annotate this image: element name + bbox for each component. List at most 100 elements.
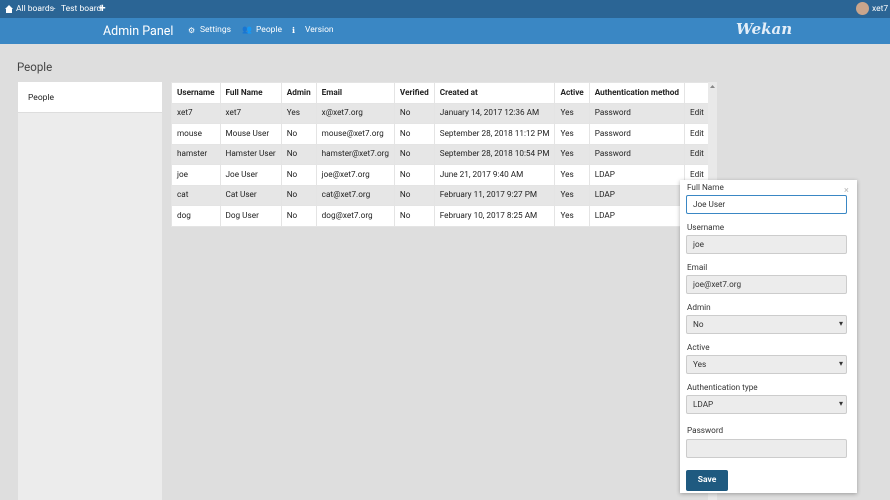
table-row: joe Joe User No joe@xet7.org No June 21, 2017…	[171, 164, 710, 186]
cell: joe	[171, 164, 221, 186]
cell: Yes	[554, 123, 590, 145]
cell: LDAP	[588, 164, 686, 186]
column-header: Verified	[393, 82, 435, 104]
edit-link[interactable]: Edit	[684, 123, 710, 145]
select[interactable]: No ▾	[686, 315, 847, 334]
save-button[interactable]: Save	[686, 470, 728, 491]
logo: Wekan	[736, 20, 793, 38]
nav-link[interactable]: Version	[305, 25, 334, 35]
field-label: Email	[687, 263, 708, 273]
cell: Password	[588, 123, 686, 145]
dropdown-arrow: ▾	[838, 359, 843, 368]
cell: No	[393, 205, 435, 227]
column-header: Username	[171, 82, 221, 104]
nav-icon: 👥	[242, 25, 252, 34]
table-row: xet7 xet7 Yes x@xet7.org No January 14, 2017 …	[171, 102, 710, 124]
table-row: hamster Hamster User No hamster@xet7.org No S…	[171, 143, 710, 165]
cell: Dog User	[219, 205, 282, 227]
cell: Yes	[554, 205, 590, 227]
cell: February 11, 2017 9:27 PM	[433, 184, 556, 206]
cell: No	[280, 205, 317, 227]
cell: No	[280, 164, 317, 186]
cell: Mouse User	[219, 123, 282, 145]
add-board[interactable]: +	[99, 1, 106, 15]
nav-link[interactable]: Settings	[200, 25, 232, 35]
text-input[interactable]	[686, 439, 847, 458]
cell: Yes	[554, 184, 590, 206]
field-label: Full Name	[687, 183, 724, 193]
cell: No	[393, 143, 435, 165]
table-row: cat Cat User No cat@xet7.org No February 11, …	[171, 184, 710, 206]
cell: joe@xet7.org	[315, 164, 395, 186]
field-label: Authentication type	[687, 383, 758, 393]
breadcrumb[interactable]: Test board	[61, 4, 102, 14]
cell: hamster	[171, 143, 221, 165]
cell: cat@xet7.org	[315, 184, 395, 206]
field-label: Username	[687, 223, 725, 233]
people-table: Username Full Name Admin Email Verified Creat…	[171, 82, 710, 227]
column-header: Email	[315, 82, 395, 104]
cell: No	[280, 143, 317, 165]
column-header: Authentication method	[588, 82, 686, 104]
nav-icon: ⚙	[188, 26, 196, 35]
edit-link[interactable]: Edit	[684, 143, 710, 165]
cell: Yes	[554, 164, 590, 186]
cell: No	[393, 184, 435, 206]
cell: xet7	[171, 102, 221, 124]
select[interactable]: LDAP ▾	[686, 395, 847, 414]
user-name[interactable]: xet7	[872, 4, 889, 14]
cell: Hamster User	[219, 143, 282, 165]
select[interactable]: Yes ▾	[686, 355, 847, 374]
cell: Cat User	[219, 184, 282, 206]
cell: dog	[171, 205, 221, 227]
cell: January 14, 2017 12:36 AM	[433, 102, 556, 124]
cell: mouse	[171, 123, 221, 145]
dropdown-arrow: ▾	[838, 319, 843, 328]
scroll-arrow	[710, 85, 715, 88]
cell: LDAP	[588, 184, 686, 206]
separator: -	[53, 4, 56, 14]
sidebar: People	[18, 82, 162, 500]
cell: dog@xet7.org	[315, 205, 395, 227]
nav-link[interactable]: People	[256, 25, 283, 35]
field-label: Active	[687, 343, 710, 353]
cell: September 28, 2018 11:12 PM	[433, 123, 556, 145]
cell: x@xet7.org	[315, 102, 395, 124]
field-label: Password	[687, 426, 724, 436]
cell: No	[393, 164, 435, 186]
column-header: Admin	[280, 82, 317, 104]
text-input[interactable]: joe@xet7.org	[686, 275, 847, 294]
sidebar-item[interactable]: People	[18, 82, 162, 113]
cell: Password	[588, 143, 686, 165]
cell: Joe User	[219, 164, 282, 186]
table-row: dog Dog User No dog@xet7.org No February 10, …	[171, 205, 710, 227]
dropdown-arrow: ▾	[838, 399, 843, 408]
cell: No	[280, 184, 317, 206]
sidebar-label[interactable]: People	[28, 93, 55, 103]
close-icon[interactable]: ×	[844, 186, 849, 196]
edit-user-popup: × Full Name Joe User Username joe Email joe@x…	[680, 180, 857, 493]
breadcrumb[interactable]: All boards	[16, 4, 55, 14]
cell: Yes	[554, 143, 590, 165]
actions-header	[684, 82, 710, 104]
cell: February 10, 2017 8:25 AM	[433, 205, 556, 227]
home-icon	[5, 5, 13, 13]
text-input[interactable]: joe	[686, 235, 847, 254]
header-title: Admin Panel	[103, 24, 174, 39]
avatar[interactable]	[856, 2, 869, 15]
top-bar: All boards - Test board + xet7	[0, 0, 890, 18]
field-label: Admin	[687, 303, 711, 313]
cell: No	[280, 123, 317, 145]
text-input[interactable]: Joe User	[686, 195, 847, 214]
header: Admin Panel ⚙ Settings 👥 People ℹ Versio…	[0, 18, 890, 44]
cell: LDAP	[588, 205, 686, 227]
cell: June 21, 2017 9:40 AM	[433, 164, 556, 186]
cell: September 28, 2018 10:54 PM	[433, 143, 556, 165]
column-header: Active	[554, 82, 590, 104]
cell: Yes	[280, 102, 317, 124]
header-row: Username Full Name Admin Email Verified Creat…	[171, 82, 710, 104]
cell: Password	[588, 102, 686, 124]
cell: mouse@xet7.org	[315, 123, 395, 145]
edit-link[interactable]: Edit	[684, 102, 710, 124]
